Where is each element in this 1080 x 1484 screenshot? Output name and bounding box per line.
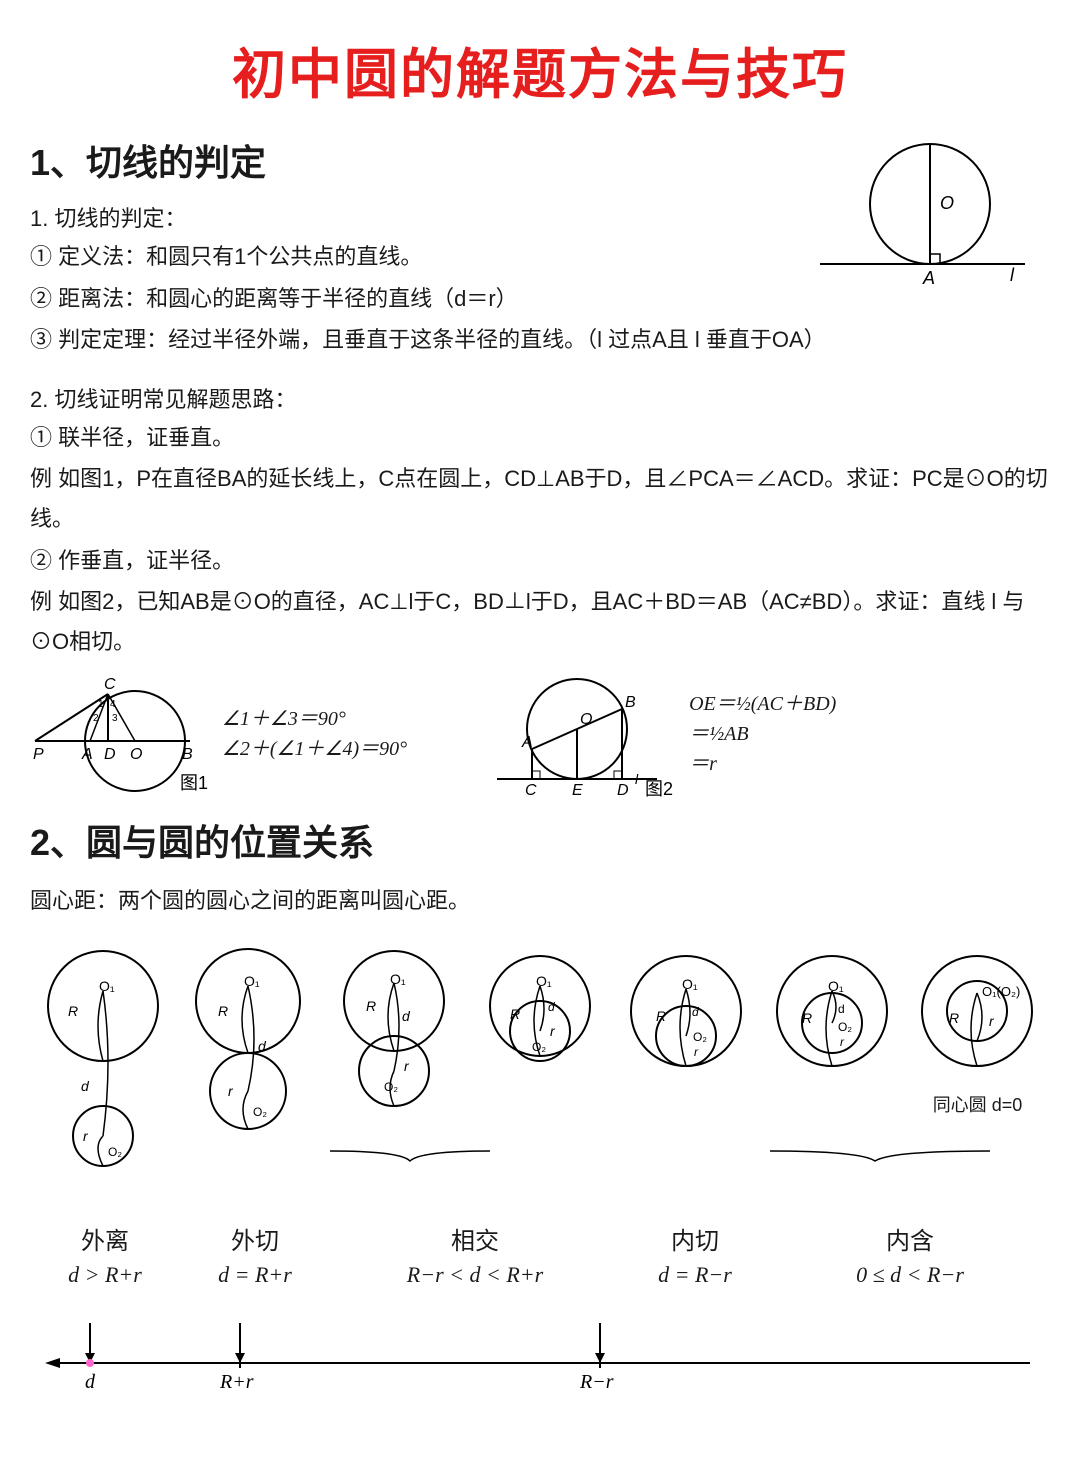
svg-text:3: 3	[112, 713, 118, 724]
label-o: O	[940, 193, 954, 213]
rel-contained: O₁ R d O₂ r	[759, 941, 904, 1171]
label-l: l	[1010, 265, 1015, 285]
fig2-eq1: OE＝½(AC＋BD)	[689, 689, 836, 719]
lbl-1: 外切	[180, 1221, 330, 1256]
figure-1: C P A D O B 1 4 2 3 图1 ∠1＋∠3＝90° ∠2＋(∠1＋…	[30, 669, 407, 799]
lbl-2: 相交	[330, 1221, 620, 1256]
svg-text:R: R	[949, 1010, 959, 1026]
svg-text:d: d	[258, 1038, 267, 1054]
relation-labels: 外离 外切 相交 内切 内含	[30, 1221, 1050, 1256]
s1-p2-1ex: 例 如图1，P在直径BA的延长线上，C点在圆上，CD⊥AB于D，且∠PCA＝∠A…	[30, 459, 1050, 538]
section-2-heading: 2、圆与圆的位置关系	[30, 814, 1050, 866]
svg-text:R: R	[218, 1003, 228, 1019]
svg-text:R: R	[366, 998, 376, 1014]
f-2: R−r < d < R+r	[330, 1262, 620, 1288]
svg-text:O₂: O₂	[693, 1030, 707, 1044]
svg-text:d: d	[81, 1078, 90, 1094]
relation-formulas: d > R+r d = R+r R−r < d < R+r d = R−r 0 …	[30, 1262, 1050, 1288]
f-1: d = R+r	[180, 1262, 330, 1288]
svg-text:O₁: O₁	[99, 978, 115, 994]
svg-text:C: C	[525, 782, 537, 799]
svg-text:B: B	[182, 746, 193, 763]
svg-text:O₁: O₁	[828, 978, 844, 994]
fig2-eq3: ＝r	[689, 749, 836, 779]
svg-text:r: r	[550, 1023, 556, 1039]
fig1-label: 图1	[180, 773, 208, 793]
section-1: 1、切线的判定 O A l 1. 切线的判定： ① 定义法：和圆只有1个公共点的…	[30, 134, 1050, 799]
svg-text:d: d	[838, 1002, 845, 1016]
svg-text:E: E	[572, 782, 583, 799]
brace-row	[30, 1141, 1050, 1181]
s2-intro: 圆心距：两个圆的圆心之间的距离叫圆心距。	[30, 881, 1050, 921]
svg-text:A: A	[521, 734, 533, 751]
svg-text:2: 2	[93, 713, 99, 724]
s1-p2-1: ① 联半径，证垂直。	[30, 418, 1050, 458]
svg-text:r: r	[694, 1045, 699, 1059]
nl-p1: R+r	[219, 1371, 254, 1393]
svg-text:d: d	[692, 1005, 699, 1019]
lbl-4: 内含	[770, 1221, 1050, 1256]
svg-text:O₁: O₁	[244, 973, 260, 989]
svg-text:d: d	[548, 1000, 555, 1014]
number-line: d R+r R−r	[30, 1318, 1050, 1403]
rel-intersect-2: O₁ R d r O₂	[467, 941, 612, 1171]
svg-text:D: D	[617, 782, 629, 799]
svg-text:R: R	[68, 1003, 78, 1019]
svg-text:R: R	[802, 1010, 812, 1026]
f-3: d = R−r	[620, 1262, 770, 1288]
svg-text:R: R	[656, 1008, 666, 1024]
page-title: 初中圆的解题方法与技巧	[30, 30, 1050, 109]
svg-text:D: D	[104, 746, 116, 763]
svg-text:R: R	[510, 1006, 520, 1022]
svg-text:O₁(O₂): O₁(O₂)	[982, 984, 1020, 999]
svg-text:O₂: O₂	[253, 1105, 267, 1119]
rel-intersect-1: O₁ R d r O₂	[322, 941, 467, 1171]
fig1-eq2: ∠2＋(∠1＋∠4)＝90°	[222, 734, 407, 764]
fig1-eq1: ∠1＋∠3＝90°	[222, 704, 407, 734]
svg-text:O₁: O₁	[536, 973, 552, 989]
rel-concentric: O₁(O₂) R r 同心圆 d=0	[905, 941, 1050, 1171]
svg-text:r: r	[840, 1035, 845, 1049]
lbl-0: 外离	[30, 1221, 180, 1256]
fig2-eq2: ＝½AB	[689, 719, 836, 749]
svg-text:A: A	[81, 746, 93, 763]
svg-text:O: O	[130, 746, 142, 763]
svg-text:P: P	[33, 746, 44, 763]
figure-2: A B O C E D l 图2 OE＝½(AC＋BD) ＝½AB ＝r	[477, 669, 836, 799]
s1-p2-2ex: 例 如图2，已知AB是⊙O的直径，AC⊥l于C，BD⊥l于D，且AC＋BD＝AB…	[30, 582, 1050, 661]
concentric-note: 同心圆 d=0	[905, 1091, 1050, 1117]
s1-p2-head: 2. 切线证明常见解题思路：	[30, 382, 1050, 414]
svg-text:r: r	[404, 1058, 410, 1074]
nl-p2: R−r	[579, 1371, 614, 1393]
s1-p1-3: ③ 判定定理：经过半径外端，且垂直于这条半径的直线。（l 过点A且 l 垂直于O…	[30, 320, 1050, 360]
f-0: d > R+r	[30, 1262, 180, 1288]
svg-text:d: d	[402, 1008, 411, 1024]
svg-text:B: B	[625, 694, 636, 711]
label-a: A	[922, 268, 935, 288]
s1-p2-2: ② 作垂直，证半径。	[30, 541, 1050, 581]
f-4: 0 ≤ d < R−r	[770, 1262, 1050, 1288]
svg-text:1: 1	[98, 699, 104, 710]
svg-text:C: C	[104, 676, 116, 693]
fig1-equations: ∠1＋∠3＝90° ∠2＋(∠1＋∠4)＝90°	[222, 704, 407, 764]
svg-text:O: O	[580, 711, 592, 728]
svg-text:O₁: O₁	[390, 971, 406, 987]
tangent-diagram-icon: O A l	[810, 129, 1030, 299]
svg-text:O₂: O₂	[838, 1020, 852, 1034]
rel-internal-tangent: O₁ R d O₂ r	[613, 941, 758, 1171]
fig2-label: 图2	[645, 779, 673, 799]
lbl-3: 内切	[620, 1221, 770, 1256]
rel-separate: O₁ R d r O₂	[30, 941, 175, 1171]
svg-text:r: r	[989, 1013, 995, 1029]
fig2-equations: OE＝½(AC＋BD) ＝½AB ＝r	[689, 689, 836, 779]
svg-text:r: r	[228, 1083, 234, 1099]
svg-text:O₁: O₁	[682, 976, 698, 992]
svg-text:4: 4	[110, 699, 116, 710]
circle-relations-row: O₁ R d r O₂ O₁ R d r O₂ O₁	[30, 941, 1050, 1171]
figures-row: C P A D O B 1 4 2 3 图1 ∠1＋∠3＝90° ∠2＋(∠1＋…	[30, 669, 1050, 799]
nl-d: d	[85, 1371, 96, 1393]
rel-external-tangent: O₁ R d r O₂	[176, 941, 321, 1171]
